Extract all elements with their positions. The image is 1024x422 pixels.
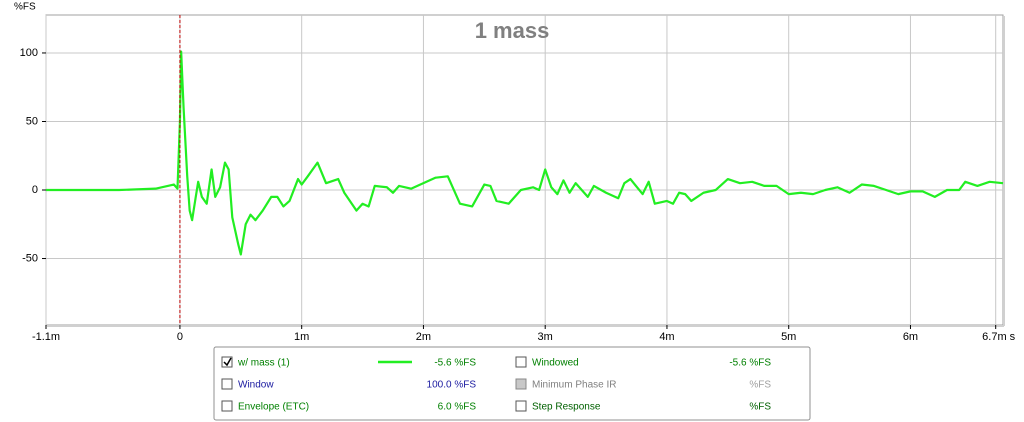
x-tick-label: 5m	[781, 331, 796, 343]
y-axis-label: %FS	[14, 2, 36, 13]
legend-value: 6.0 %FS	[438, 402, 477, 413]
x-tick-label: -1.1m	[32, 331, 60, 343]
x-tick-label: 6.7m s	[982, 331, 1016, 343]
checkbox[interactable]	[221, 400, 233, 412]
x-tick-label: 4m	[659, 331, 674, 343]
checkbox[interactable]	[515, 400, 527, 412]
x-tick-label: 1m	[294, 331, 309, 343]
checkbox[interactable]	[221, 356, 233, 368]
legend-label: Minimum Phase IR	[532, 380, 616, 391]
x-tick-label: 3m	[538, 331, 553, 343]
chart-title: 1 mass	[475, 18, 550, 43]
y-tick-label: 100	[20, 47, 38, 59]
legend-label[interactable]: Envelope (ETC)	[238, 402, 309, 413]
checkbox[interactable]	[221, 378, 233, 390]
legend-value: %FS	[749, 402, 771, 413]
x-tick-label: 2m	[416, 331, 431, 343]
legend-label[interactable]: Window	[238, 380, 274, 391]
series-line	[46, 50, 1004, 256]
legend-label[interactable]: Step Response	[532, 402, 601, 413]
x-tick-label: 0	[177, 331, 183, 343]
legend-label[interactable]: Windowed	[532, 358, 579, 369]
checkbox[interactable]	[515, 356, 527, 368]
x-tick-label: 6m	[903, 331, 918, 343]
y-tick-label: -50	[22, 252, 38, 264]
checkbox	[515, 378, 527, 390]
legend-box	[213, 346, 811, 421]
legend-value: -5.6 %FS	[434, 358, 476, 369]
plot-area	[45, 14, 1004, 326]
check-mark	[223, 357, 232, 367]
y-tick-label: 0	[32, 184, 38, 196]
legend-value: 100.0 %FS	[427, 380, 477, 391]
legend-value: %FS	[749, 380, 771, 391]
y-tick-label: 50	[26, 115, 38, 127]
legend-label[interactable]: w/ mass (1)	[237, 358, 290, 369]
legend-value: -5.6 %FS	[729, 358, 771, 369]
